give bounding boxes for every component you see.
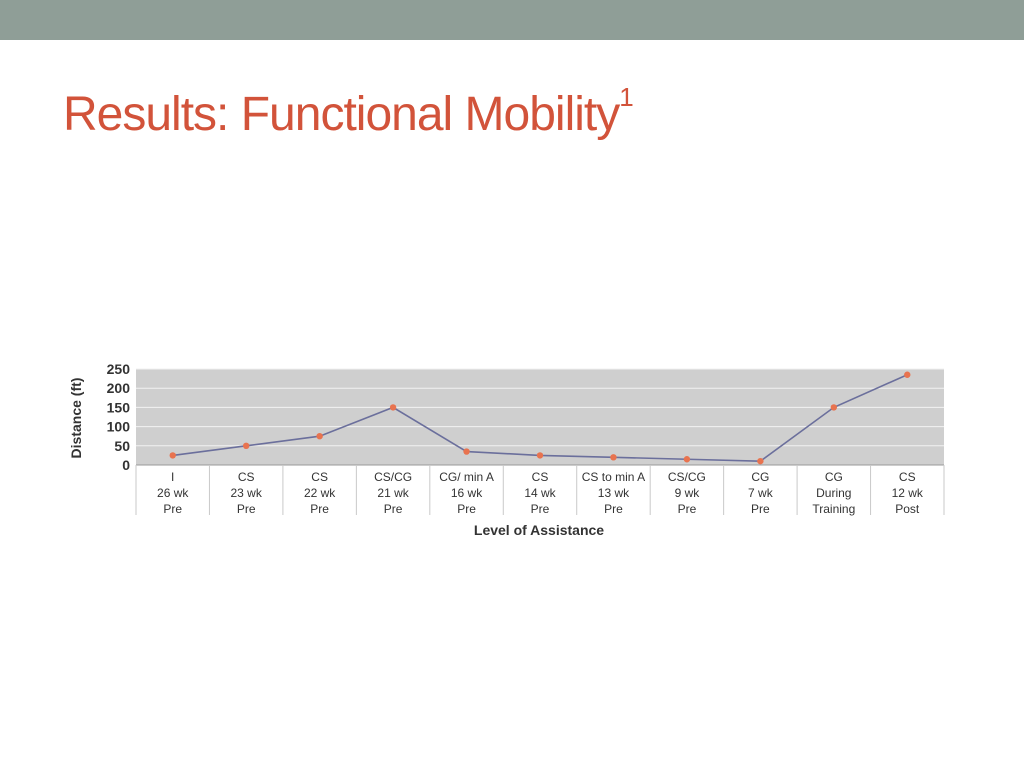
x-tick-label: CS/CG: [668, 470, 706, 484]
data-point: [683, 456, 691, 463]
data-point: [610, 454, 617, 461]
y-tick-label: 0: [122, 457, 130, 473]
slide-title: Results: Functional Mobility1: [63, 82, 634, 142]
y-tick-label: 250: [107, 361, 131, 377]
y-tick-label: 50: [114, 438, 130, 454]
x-tick-label: 13 wk: [598, 486, 630, 500]
x-tick-label: 21 wk: [377, 486, 409, 500]
x-tick-label: Pre: [163, 502, 182, 516]
x-tick-label: Pre: [310, 502, 329, 516]
x-tick-label: 14 wk: [524, 486, 556, 500]
x-tick-label: CG: [825, 470, 843, 484]
x-tick-label: Pre: [604, 502, 623, 516]
plot-area: [136, 369, 944, 465]
x-tick-label: Pre: [237, 502, 256, 516]
x-tick-label: CG/ min A: [439, 470, 494, 484]
top-bar: [0, 0, 1024, 40]
x-tick-label: 26 wk: [157, 486, 189, 500]
data-point: [169, 452, 176, 459]
x-tick-label: 22 wk: [304, 486, 336, 500]
x-axis-label: Level of Assistance: [474, 522, 604, 538]
x-tick-label: CS: [238, 470, 255, 484]
x-tick-label: CS to min A: [582, 470, 645, 484]
y-tick-label: 100: [107, 419, 131, 435]
gridlines: [135, 368, 945, 515]
data-point: [316, 433, 323, 440]
y-tick-labels: 0 50 100 150 200 250: [107, 361, 131, 473]
x-tick-label: CS: [899, 470, 916, 484]
x-tick-label: Pre: [457, 502, 476, 516]
data-point: [389, 404, 397, 411]
data-point: [757, 457, 764, 465]
distance-line-chart: 0 50 100 150 200 250 I 26 wk Pre CS 23 wk Pre CS 22 …: [68, 361, 945, 538]
x-tick-label: 9 wk: [675, 486, 701, 500]
y-axis-label: Distance (ft): [68, 378, 84, 459]
x-category-labels: I 26 wk Pre CS 23 wk Pre CS 22 wk Pre CS/CG 21 wk P…: [157, 470, 924, 516]
x-tick-label: CG: [751, 470, 769, 484]
x-tick-label: 7 wk: [748, 486, 774, 500]
x-tick-label: Pre: [384, 502, 403, 516]
slide-title-footnote: 1: [619, 82, 634, 112]
x-tick-label: I: [171, 470, 174, 484]
x-tick-label: 23 wk: [231, 486, 263, 500]
x-tick-label: Training: [812, 502, 855, 516]
x-tick-label: CS/CG: [374, 470, 412, 484]
data-point: [242, 442, 250, 449]
data-point: [536, 452, 544, 459]
data-point: [904, 371, 911, 378]
x-tick-label: During: [816, 486, 851, 500]
x-tick-label: Post: [895, 502, 920, 516]
x-tick-label: Pre: [678, 502, 697, 516]
x-tick-label: Pre: [531, 502, 550, 516]
x-tick-label: CS: [532, 470, 549, 484]
data-point: [830, 404, 838, 411]
data-points: [169, 371, 911, 465]
y-tick-label: 150: [107, 399, 131, 415]
x-tick-label: CS: [311, 470, 328, 484]
x-tick-label: Pre: [751, 502, 770, 516]
data-point: [463, 448, 470, 455]
x-tick-label: 16 wk: [451, 486, 483, 500]
slide-title-text: Results: Functional Mobility: [63, 88, 620, 141]
y-tick-label: 200: [107, 380, 131, 396]
x-tick-label: 12 wk: [892, 486, 924, 500]
